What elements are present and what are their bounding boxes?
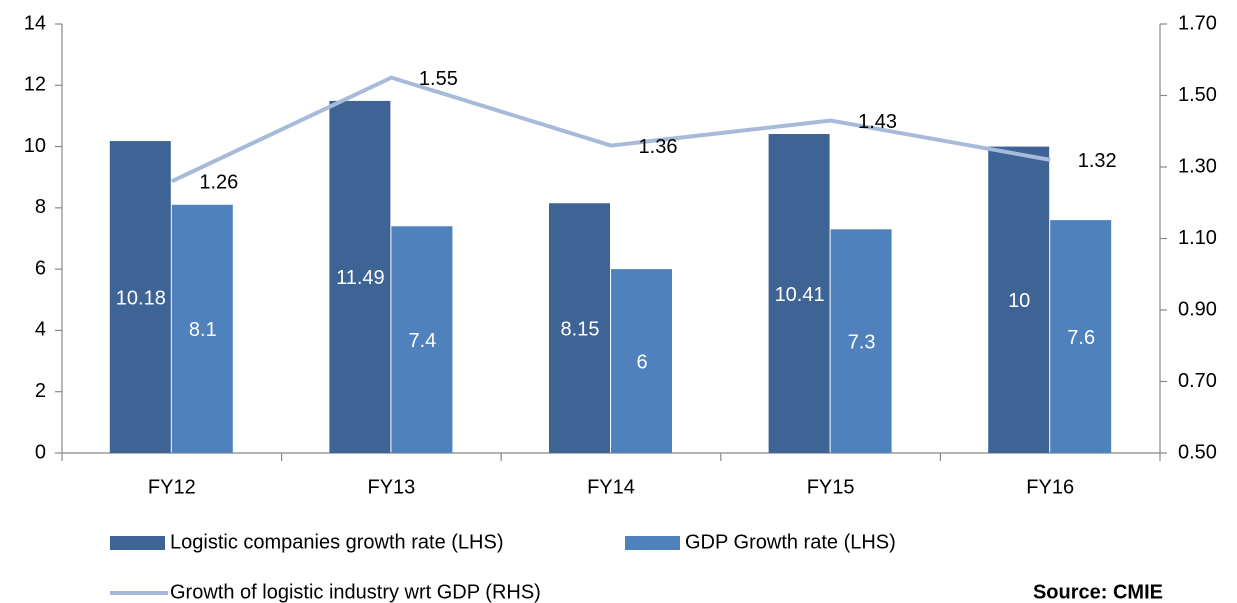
bar — [830, 229, 892, 453]
line-value-label: 1.43 — [858, 111, 897, 133]
legend-label: GDP Growth rate (LHS) — [685, 531, 896, 553]
y2-tick-label: 1.50 — [1178, 84, 1217, 106]
x-tick-label: FY13 — [367, 476, 415, 498]
bar-value-label: 8.15 — [561, 318, 600, 340]
legend-label: Growth of logistic industry wrt GDP (RHS… — [170, 581, 541, 603]
bar-value-label: 7.4 — [408, 330, 436, 352]
bar — [1050, 220, 1112, 453]
y-tick-label: 14 — [24, 12, 46, 34]
bar — [549, 203, 610, 453]
legend-swatch — [110, 536, 165, 550]
y2-tick-label: 1.70 — [1178, 12, 1217, 34]
y2-tick-label: 1.10 — [1178, 227, 1217, 249]
y2-tick-label: 1.30 — [1178, 155, 1217, 177]
y-tick-label: 2 — [35, 380, 46, 402]
line-value-label: 1.26 — [199, 172, 238, 194]
bar-value-label: 6 — [636, 351, 647, 373]
y-tick-label: 10 — [24, 135, 46, 157]
line-value-label: 1.32 — [1078, 150, 1117, 172]
y-tick-label: 8 — [35, 196, 46, 218]
y2-tick-label: 0.90 — [1178, 298, 1217, 320]
bar — [611, 269, 672, 453]
bar-value-label: 10.18 — [116, 287, 166, 309]
y2-tick-label: 0.70 — [1178, 370, 1217, 392]
legend-swatch — [625, 536, 680, 550]
bar — [988, 146, 1050, 454]
bar — [768, 134, 830, 453]
bar — [329, 100, 391, 453]
bar-value-label: 11.49 — [336, 267, 385, 289]
line-value-label: 1.55 — [419, 68, 458, 90]
bar-value-label: 10 — [1008, 290, 1030, 312]
source-note: Source: CMIE — [1033, 581, 1163, 603]
y2-tick-label: 0.50 — [1178, 441, 1217, 463]
x-tick-label: FY12 — [148, 476, 196, 498]
x-tick-label: FY15 — [807, 476, 855, 498]
y-tick-label: 0 — [35, 441, 46, 463]
bar — [171, 204, 233, 453]
bar-value-label: 10.41 — [775, 284, 825, 306]
x-tick-label: FY14 — [587, 476, 635, 498]
bar-value-label: 7.6 — [1067, 327, 1095, 349]
bar — [109, 141, 171, 453]
y-tick-label: 12 — [24, 74, 46, 96]
x-tick-label: FY16 — [1026, 476, 1074, 498]
line-value-label: 1.36 — [639, 136, 678, 158]
legend-label: Logistic companies growth rate (LHS) — [170, 531, 503, 553]
bar-value-label: 8.1 — [189, 319, 217, 341]
line-series — [170, 75, 1051, 184]
y-tick-label: 4 — [35, 319, 46, 341]
bar-value-label: 7.3 — [848, 331, 876, 353]
bar — [391, 226, 453, 453]
y-tick-label: 6 — [35, 257, 46, 279]
